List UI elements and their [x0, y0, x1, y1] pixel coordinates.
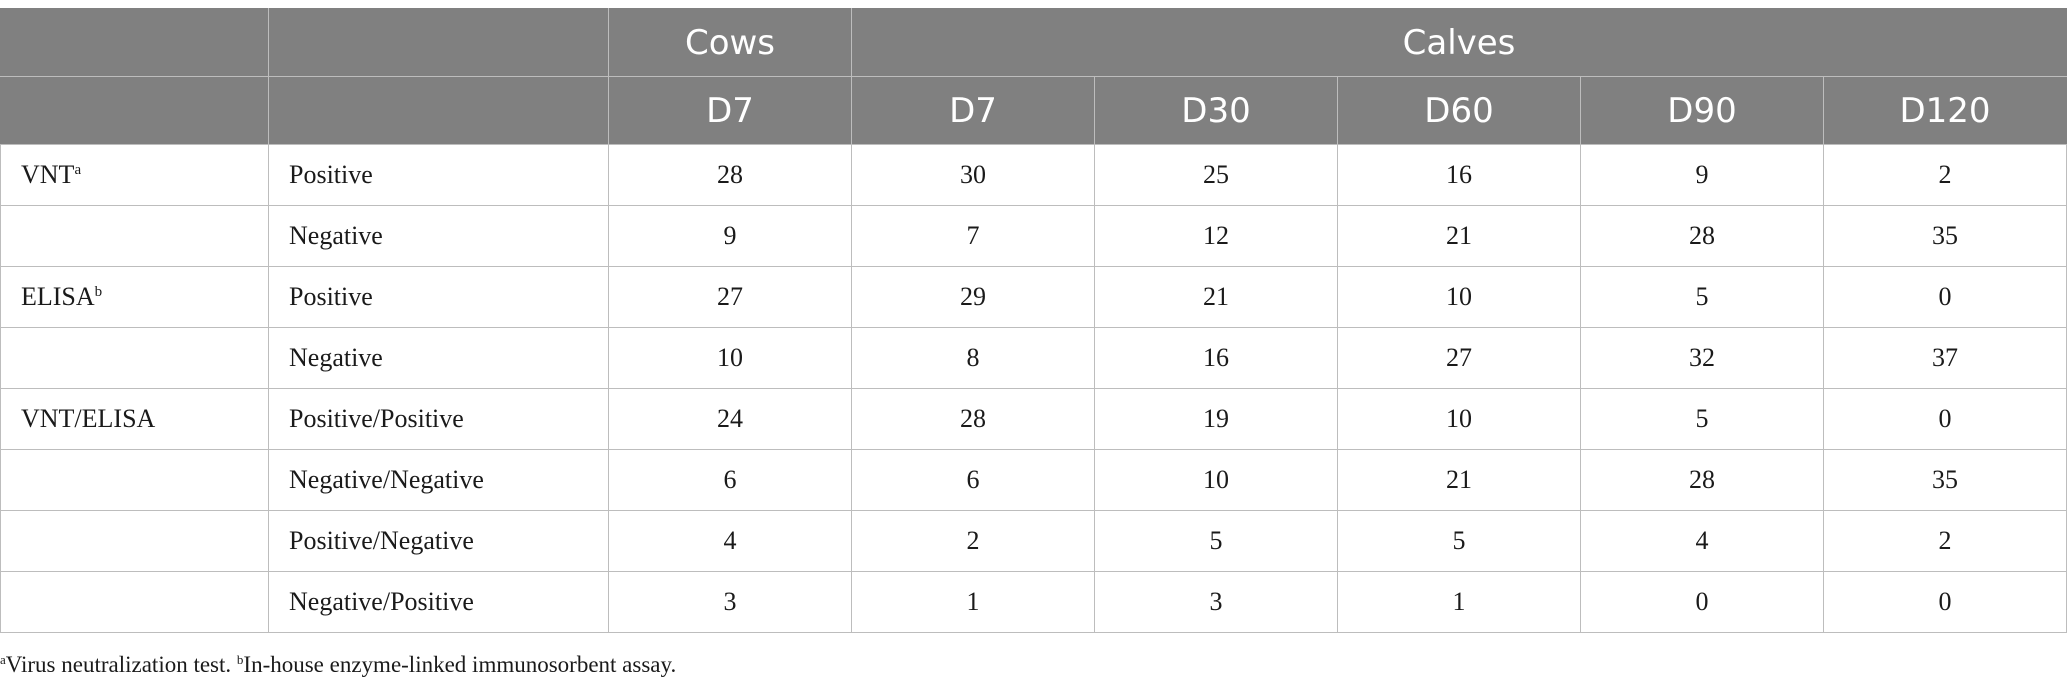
- value-cell: 9: [1580, 144, 1824, 206]
- header-day-d30: D30: [1094, 76, 1338, 145]
- value-cell: 29: [851, 266, 1095, 328]
- value-cell: 0: [1822, 388, 2067, 450]
- header-day-d120: D120: [1822, 76, 2067, 145]
- row-test-label: [0, 571, 269, 633]
- table-row: VNTa Positive 28 30 25 16 9 2: [0, 144, 2067, 206]
- row-result-label: Positive/Negative: [268, 510, 609, 572]
- value-cell: 4: [608, 510, 852, 572]
- value-cell: 7: [851, 205, 1095, 267]
- value-cell: 2: [851, 510, 1095, 572]
- test-name: VNT: [21, 160, 75, 189]
- row-test-label: [0, 449, 269, 511]
- value-cell: 28: [1580, 449, 1824, 511]
- value-cell: 35: [1822, 205, 2067, 267]
- test-footnote-mark: a: [74, 162, 82, 178]
- test-footnote-mark: b: [94, 284, 103, 300]
- row-test-label: VNT/ELISA: [0, 388, 269, 450]
- footnote-b-mark: b: [236, 652, 244, 667]
- header-day-cows-d7: D7: [608, 76, 852, 145]
- header-row-days: D7 D7 D30 D60 D90 D120: [0, 76, 2067, 145]
- value-cell: 12: [1094, 205, 1338, 267]
- footnote-a-text: Virus neutralization test.: [5, 652, 232, 677]
- table-row: Positive/Negative 4 2 5 5 4 2: [0, 510, 2067, 572]
- value-cell: 2: [1822, 510, 2067, 572]
- value-cell: 6: [608, 449, 852, 511]
- row-result-label: Positive/Positive: [268, 388, 609, 450]
- value-cell: 28: [608, 144, 852, 206]
- value-cell: 5: [1094, 510, 1338, 572]
- table-container: Cows Calves D7 D7 D30 D60 D90 D120 VNTa P…: [0, 8, 2067, 633]
- table-row: VNT/ELISA Positive/Positive 24 28 19 10 5 0: [0, 388, 2067, 450]
- value-cell: 27: [1337, 327, 1581, 389]
- value-cell: 21: [1094, 266, 1338, 328]
- value-cell: 32: [1580, 327, 1824, 389]
- value-cell: 35: [1822, 449, 2067, 511]
- value-cell: 8: [851, 327, 1095, 389]
- value-cell: 0: [1822, 266, 2067, 328]
- row-test-label: [0, 205, 269, 267]
- table-body: VNTa Positive 28 30 25 16 9 2 Negative 9 7 12 21 28 35…: [0, 144, 2067, 633]
- header-day-calves-d7: D7: [851, 76, 1095, 145]
- value-cell: 25: [1094, 144, 1338, 206]
- value-cell: 16: [1337, 144, 1581, 206]
- table-row: Negative/Positive 3 1 3 1 0 0: [0, 571, 2067, 633]
- value-cell: 1: [1337, 571, 1581, 633]
- value-cell: 24: [608, 388, 852, 450]
- value-cell: 4: [1580, 510, 1824, 572]
- row-result-label: Positive: [268, 144, 609, 206]
- test-name: VNT/ELISA: [21, 404, 156, 433]
- value-cell: 2: [1822, 144, 2067, 206]
- value-cell: 1: [851, 571, 1095, 633]
- value-cell: 6: [851, 449, 1095, 511]
- results-table: Cows Calves D7 D7 D30 D60 D90 D120 VNTa P…: [0, 8, 2067, 633]
- header-cell-empty: [0, 76, 269, 145]
- header-cell-empty: [268, 76, 609, 145]
- value-cell: 30: [851, 144, 1095, 206]
- value-cell: 10: [1337, 266, 1581, 328]
- table-row: ELISAb Positive 27 29 21 10 5 0: [0, 266, 2067, 328]
- header-calves: Calves: [850, 8, 2067, 77]
- value-cell: 5: [1337, 510, 1581, 572]
- value-cell: 37: [1822, 327, 2067, 389]
- row-test-label: VNTa: [0, 144, 269, 206]
- value-cell: 10: [1337, 388, 1581, 450]
- value-cell: 28: [851, 388, 1095, 450]
- value-cell: 21: [1337, 205, 1581, 267]
- table-row: Negative 10 8 16 27 32 37: [0, 327, 2067, 389]
- value-cell: 28: [1580, 205, 1824, 267]
- row-test-label: [0, 510, 269, 572]
- row-result-label: Negative/Positive: [268, 571, 609, 633]
- value-cell: 5: [1580, 266, 1824, 328]
- value-cell: 3: [608, 571, 852, 633]
- value-cell: 21: [1337, 449, 1581, 511]
- row-result-label: Negative: [268, 205, 609, 267]
- value-cell: 19: [1094, 388, 1338, 450]
- value-cell: 0: [1580, 571, 1824, 633]
- header-cows: Cows: [608, 8, 852, 77]
- value-cell: 16: [1094, 327, 1338, 389]
- header-day-d90: D90: [1580, 76, 1824, 145]
- row-test-label: ELISAb: [0, 266, 269, 328]
- header-row-groups: Cows Calves: [0, 8, 2067, 77]
- table-row: Negative 9 7 12 21 28 35: [0, 205, 2067, 267]
- footnote-a-mark: a: [0, 652, 6, 667]
- row-result-label: Negative: [268, 327, 609, 389]
- value-cell: 3: [1094, 571, 1338, 633]
- row-test-label: [0, 327, 269, 389]
- value-cell: 10: [1094, 449, 1338, 511]
- value-cell: 5: [1580, 388, 1824, 450]
- row-result-label: Positive: [268, 266, 609, 328]
- value-cell: 9: [608, 205, 852, 267]
- value-cell: 27: [608, 266, 852, 328]
- header-cell-empty: [0, 8, 269, 77]
- header-cell-empty: [268, 8, 609, 77]
- row-result-label: Negative/Negative: [268, 449, 609, 511]
- footnote-b-text: In-house enzyme-linked immunosorbent ass…: [243, 652, 677, 677]
- table-footnotes: aVirus neutralization test. bIn-house en…: [0, 652, 676, 678]
- value-cell: 10: [608, 327, 852, 389]
- value-cell: 0: [1822, 571, 2067, 633]
- table-row: Negative/Negative 6 6 10 21 28 35: [0, 449, 2067, 511]
- header-day-d60: D60: [1337, 76, 1581, 145]
- test-name: ELISA: [21, 282, 95, 311]
